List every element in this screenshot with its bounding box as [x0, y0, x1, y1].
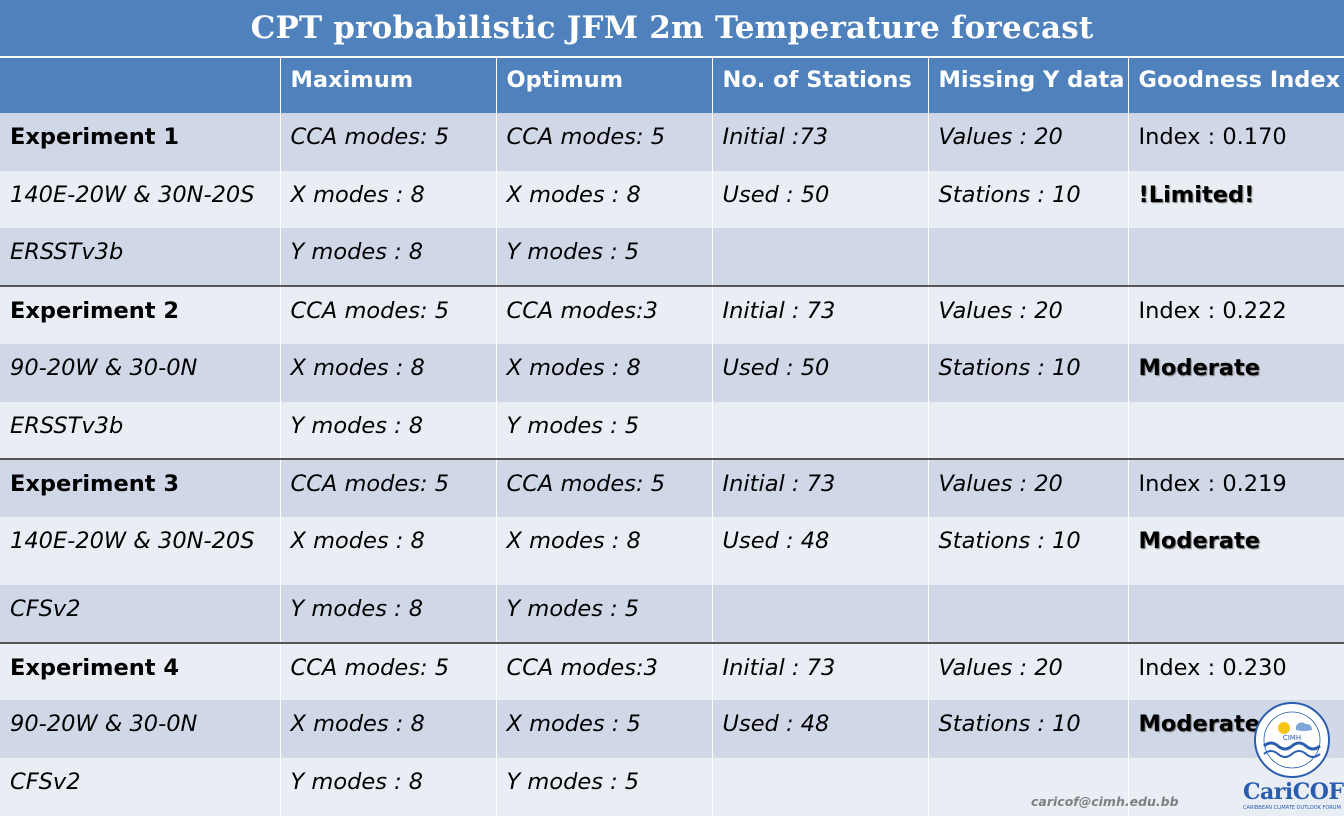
page-title: CPT probabilistic JFM 2m Temperature for… — [250, 10, 1094, 46]
missing-cell: Values : 20 — [928, 458, 1129, 518]
table-row: Experiment 2 CCA modes: 5 CCA modes:3 Initi… — [0, 285, 1344, 344]
missing-cell: Values : 20 — [928, 641, 1129, 701]
goodness-cell: Moderate — [1128, 517, 1344, 585]
experiment-cell: ERSSTv3b — [0, 401, 281, 460]
stations-cell: Used : 48 — [712, 517, 929, 585]
goodness-cell: Moderate — [1128, 343, 1344, 402]
experiment-cell: 140E-20W & 30N-20S — [0, 517, 281, 585]
experiment-cell: Experiment 3 — [0, 458, 281, 518]
missing-cell: Stations : 10 — [928, 343, 1129, 402]
cimh-seal-icon: CIMH — [1254, 702, 1330, 778]
seal-text: CIMH — [1283, 734, 1301, 742]
logo-subtitle: CARIBBEAN CLIMATE OUTLOOK FORUM — [1243, 805, 1341, 811]
stations-cell: Used : 50 — [712, 343, 929, 402]
forecast-table: Maximum Optimum No. of Stations Missing … — [0, 58, 1344, 816]
optimum-cell: X modes : 5 — [496, 700, 713, 759]
maximum-cell: CCA modes: 5 — [280, 285, 497, 344]
maximum-cell: CCA modes: 5 — [280, 113, 497, 171]
optimum-cell: CCA modes: 5 — [496, 113, 713, 171]
goodness-cell: Index : 0.170 — [1128, 113, 1344, 171]
missing-cell: Stations : 10 — [928, 700, 1129, 759]
goodness-cell — [1128, 401, 1344, 460]
header-experiment — [0, 58, 281, 113]
header-missing: Missing Y data — [928, 58, 1129, 113]
optimum-cell: CCA modes:3 — [496, 641, 713, 701]
goodness-cell: Index : 0.222 — [1128, 285, 1344, 344]
maximum-cell: Y modes : 8 — [280, 758, 497, 816]
maximum-cell: X modes : 8 — [280, 170, 497, 229]
optimum-cell: Y modes : 5 — [496, 401, 713, 460]
stations-cell — [712, 585, 929, 643]
experiment-cell: Experiment 4 — [0, 641, 281, 701]
stations-cell: Initial :73 — [712, 113, 929, 171]
experiment-cell: Experiment 1 — [0, 113, 281, 171]
optimum-cell: Y modes : 5 — [496, 585, 713, 643]
optimum-cell: CCA modes: 5 — [496, 458, 713, 518]
title-bar: CPT probabilistic JFM 2m Temperature for… — [0, 0, 1344, 58]
goodness-cell: !Limited! — [1128, 170, 1344, 229]
footer-email: caricof@cimh.edu.bb — [1031, 794, 1179, 809]
header-stations: No. of Stations — [712, 58, 929, 113]
stations-cell: Initial : 73 — [712, 458, 929, 518]
experiment-cell: 90-20W & 30-0N — [0, 343, 281, 402]
header-goodness: Goodness Index — [1128, 58, 1344, 113]
optimum-cell: X modes : 8 — [496, 343, 713, 402]
experiment-cell: CFSv2 — [0, 758, 281, 816]
missing-cell — [928, 401, 1129, 460]
missing-cell: Stations : 10 — [928, 517, 1129, 585]
stations-cell — [712, 228, 929, 287]
maximum-cell: Y modes : 8 — [280, 401, 497, 460]
table-row: Experiment 4 CCA modes: 5 CCA modes:3 Initi… — [0, 641, 1344, 701]
goodness-cell: Index : 0.219 — [1128, 458, 1344, 518]
header-row: Maximum Optimum No. of Stations Missing … — [0, 58, 1344, 113]
maximum-cell: CCA modes: 5 — [280, 641, 497, 701]
maximum-cell: X modes : 8 — [280, 700, 497, 759]
optimum-cell: X modes : 8 — [496, 517, 713, 585]
optimum-cell: CCA modes:3 — [496, 285, 713, 344]
missing-cell — [928, 758, 1129, 816]
optimum-cell: Y modes : 5 — [496, 228, 713, 287]
goodness-cell — [1128, 585, 1344, 643]
maximum-cell: Y modes : 8 — [280, 585, 497, 643]
missing-cell — [928, 228, 1129, 287]
missing-cell: Values : 20 — [928, 113, 1129, 171]
goodness-cell — [1128, 228, 1344, 287]
stations-cell: Initial : 73 — [712, 641, 929, 701]
header-optimum: Optimum — [496, 58, 713, 113]
experiment-cell: ERSSTv3b — [0, 228, 281, 287]
experiment-cell: Experiment 2 — [0, 285, 281, 344]
missing-cell — [928, 585, 1129, 643]
missing-cell: Values : 20 — [928, 285, 1129, 344]
experiment-cell: 90-20W & 30-0N — [0, 700, 281, 759]
table-row: Experiment 1 CCA modes: 5 CCA modes: 5 Init… — [0, 113, 1344, 171]
maximum-cell: X modes : 8 — [280, 517, 497, 585]
optimum-cell: X modes : 8 — [496, 170, 713, 229]
maximum-cell: Y modes : 8 — [280, 228, 497, 287]
maximum-cell: X modes : 8 — [280, 343, 497, 402]
table-row: Experiment 3 CCA modes: 5 CCA modes: 5 Init… — [0, 458, 1344, 518]
goodness-cell: Index : 0.230 — [1128, 641, 1344, 701]
optimum-cell: Y modes : 5 — [496, 758, 713, 816]
header-maximum: Maximum — [280, 58, 497, 113]
experiment-cell: CFSv2 — [0, 585, 281, 643]
stations-cell: Used : 48 — [712, 700, 929, 759]
missing-cell: Stations : 10 — [928, 170, 1129, 229]
maximum-cell: CCA modes: 5 — [280, 458, 497, 518]
stations-cell — [712, 401, 929, 460]
caricof-logo: CIMH — [1240, 702, 1344, 816]
experiment-cell: 140E-20W & 30N-20S — [0, 170, 281, 229]
logo-name: CariCOF — [1243, 779, 1344, 805]
stations-cell: Used : 50 — [712, 170, 929, 229]
stations-cell — [712, 758, 929, 816]
stations-cell: Initial : 73 — [712, 285, 929, 344]
